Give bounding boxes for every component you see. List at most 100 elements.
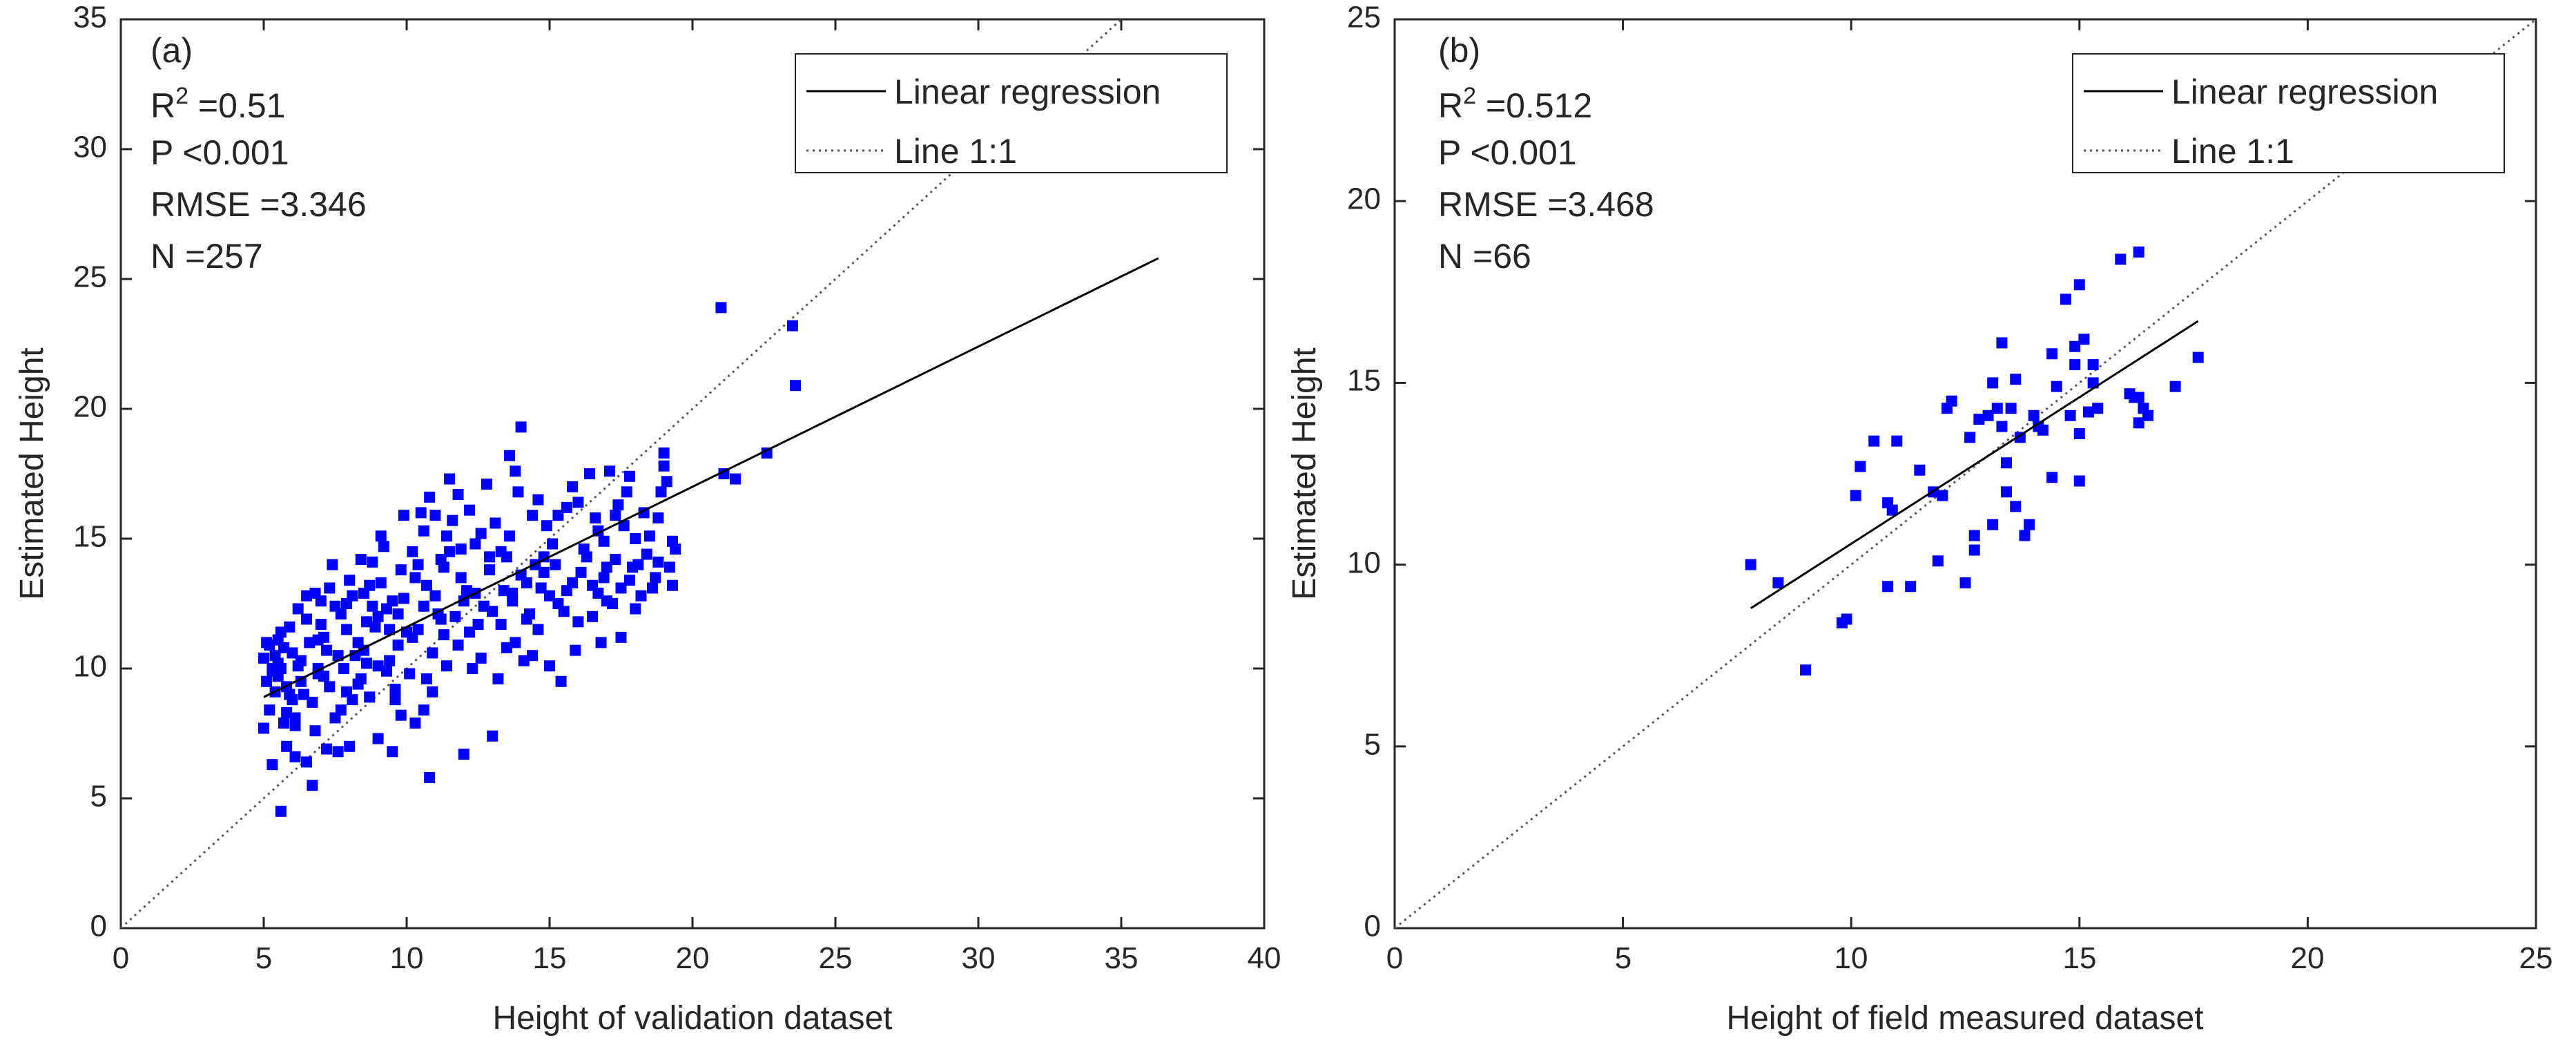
panel-a-rmse: RMSE =3.346 <box>151 185 367 224</box>
panel-a: 0 5 10 15 20 25 30 35 0 5 10 15 20 25 30… <box>14 1 1281 1037</box>
panel-b-data-point <box>2028 410 2040 421</box>
panel-a-data-point <box>532 494 544 506</box>
panel-a-data-point <box>267 663 278 674</box>
panel-a-data-point <box>621 486 632 498</box>
panel-a-data-point <box>527 510 539 521</box>
panel-a-ytick-label: 15 <box>73 520 107 554</box>
panel-b-y-tick-labels: 0 5 10 15 20 25 <box>1347 1 1381 943</box>
panel-a-data-point <box>409 572 421 584</box>
panel-a-data-point <box>498 585 510 597</box>
panel-b-data-point <box>1886 504 1898 516</box>
panel-a-xtick-label: 5 <box>255 941 272 975</box>
panel-a-data-point <box>435 613 447 625</box>
panel-a-data-point <box>335 704 347 716</box>
panel-b-data-point <box>2064 410 2076 421</box>
panel-b-data-point <box>1996 337 2008 349</box>
panel-a-data-point <box>407 631 418 643</box>
panel-a-x-tick-labels: 0 5 10 15 20 25 30 35 40 <box>113 941 1281 975</box>
panel-b-data-point <box>1914 464 1926 476</box>
panel-b-data-point <box>1996 421 2008 432</box>
panel-b-r2-sup: 2 <box>1463 83 1476 109</box>
panel-a-data-point <box>618 520 630 532</box>
panel-a-data-point <box>298 689 309 700</box>
panel-a-data-point <box>449 610 461 622</box>
panel-b-data-point <box>2133 246 2144 258</box>
panel-a-data-point <box>418 525 429 537</box>
panel-a-data-point <box>384 655 396 666</box>
panel-b-data-point <box>1905 581 1917 593</box>
panel-a-data-point <box>258 652 269 664</box>
panel-a-data-point <box>521 613 532 625</box>
panel-b-data-point <box>2069 340 2081 352</box>
panel-b-data-point <box>1891 435 1903 447</box>
panel-a-data-point <box>658 460 670 472</box>
panel-b-x-tick-labels: 0 5 10 15 20 25 <box>1386 941 2553 975</box>
panel-a-data-point <box>532 624 544 635</box>
panel-a-data-point <box>561 585 572 597</box>
panel-a-data-point <box>455 544 467 555</box>
panel-b-data-point <box>2037 424 2049 436</box>
panel-b-data-point <box>2019 530 2031 541</box>
panel-a-data-point <box>623 470 635 482</box>
panel-a-data-point <box>610 510 621 521</box>
panel-a-data-point <box>544 590 555 602</box>
panel-a-data-point <box>327 559 338 570</box>
panel-a-data-point <box>284 621 296 633</box>
panel-a-data-point <box>341 624 353 635</box>
panel-a-data-point <box>307 780 318 791</box>
panel-a-data-point <box>761 447 773 459</box>
panel-b: 0 5 10 15 20 25 0 5 10 15 20 25 Height o… <box>1286 1 2553 1037</box>
panel-a-data-point <box>444 546 456 557</box>
panel-a-data-point <box>655 486 667 498</box>
panel-a-data-point <box>415 507 427 519</box>
panel-b-xtick-label: 10 <box>1834 941 1868 975</box>
panel-b-xtick-label: 20 <box>2291 941 2325 975</box>
panel-b-data-point <box>2010 501 2022 512</box>
panel-a-p-value: P <0.001 <box>151 133 289 172</box>
panel-a-data-point <box>440 530 452 542</box>
panel-a-data-point <box>389 694 401 706</box>
panel-a-data-point <box>652 512 664 523</box>
panel-a-data-point <box>347 694 358 706</box>
panel-a-data-point <box>790 380 802 392</box>
panel-b-data-point <box>1745 559 1756 570</box>
panel-b-data-point <box>2169 381 2181 392</box>
panel-a-data-point <box>398 593 409 604</box>
panel-a-xtick-label: 10 <box>390 941 424 975</box>
panel-a-data-point <box>344 740 356 752</box>
panel-b-data-point <box>2087 359 2099 371</box>
panel-b-data-point <box>2051 381 2062 392</box>
panel-a-data-point <box>475 528 487 539</box>
panel-a-data-point <box>281 740 293 752</box>
panel-a-data-point <box>275 626 287 638</box>
panel-a-data-point <box>570 644 581 656</box>
panel-a-ytick-label: 25 <box>73 260 107 294</box>
panel-a-data-point <box>518 655 530 666</box>
panel-a-data-point <box>355 673 367 685</box>
panel-a-data-point <box>284 689 296 700</box>
panel-a-xtick-label: 25 <box>819 941 853 975</box>
panel-a-data-point <box>501 642 512 653</box>
panel-b-data-point <box>2078 334 2090 345</box>
panel-a-data-point <box>404 668 416 680</box>
panel-a-data-point <box>420 673 432 685</box>
panel-a-data-point <box>484 551 496 563</box>
panel-a-data-point <box>598 535 610 547</box>
panel-a-data-point <box>575 566 587 578</box>
panel-a-data-point <box>527 650 539 662</box>
panel-b-data-point <box>1987 519 1999 530</box>
panel-a-data-point <box>324 582 336 594</box>
panel-a-data-point <box>387 746 398 758</box>
panel-a-data-point <box>295 675 307 687</box>
panel-b-data-point <box>2046 348 2058 360</box>
panel-a-xtick-label: 0 <box>113 941 129 975</box>
panel-a-data-point <box>395 709 407 721</box>
panel-a-data-point <box>367 556 378 568</box>
panel-b-legend-regression-label: Linear regression <box>2171 73 2438 111</box>
panel-a-data-point <box>512 486 524 498</box>
panel-a-data-point <box>552 510 564 521</box>
panel-a-data-point <box>307 696 318 708</box>
panel-b-data-point <box>1964 432 1976 443</box>
panel-a-data-point <box>392 608 404 620</box>
